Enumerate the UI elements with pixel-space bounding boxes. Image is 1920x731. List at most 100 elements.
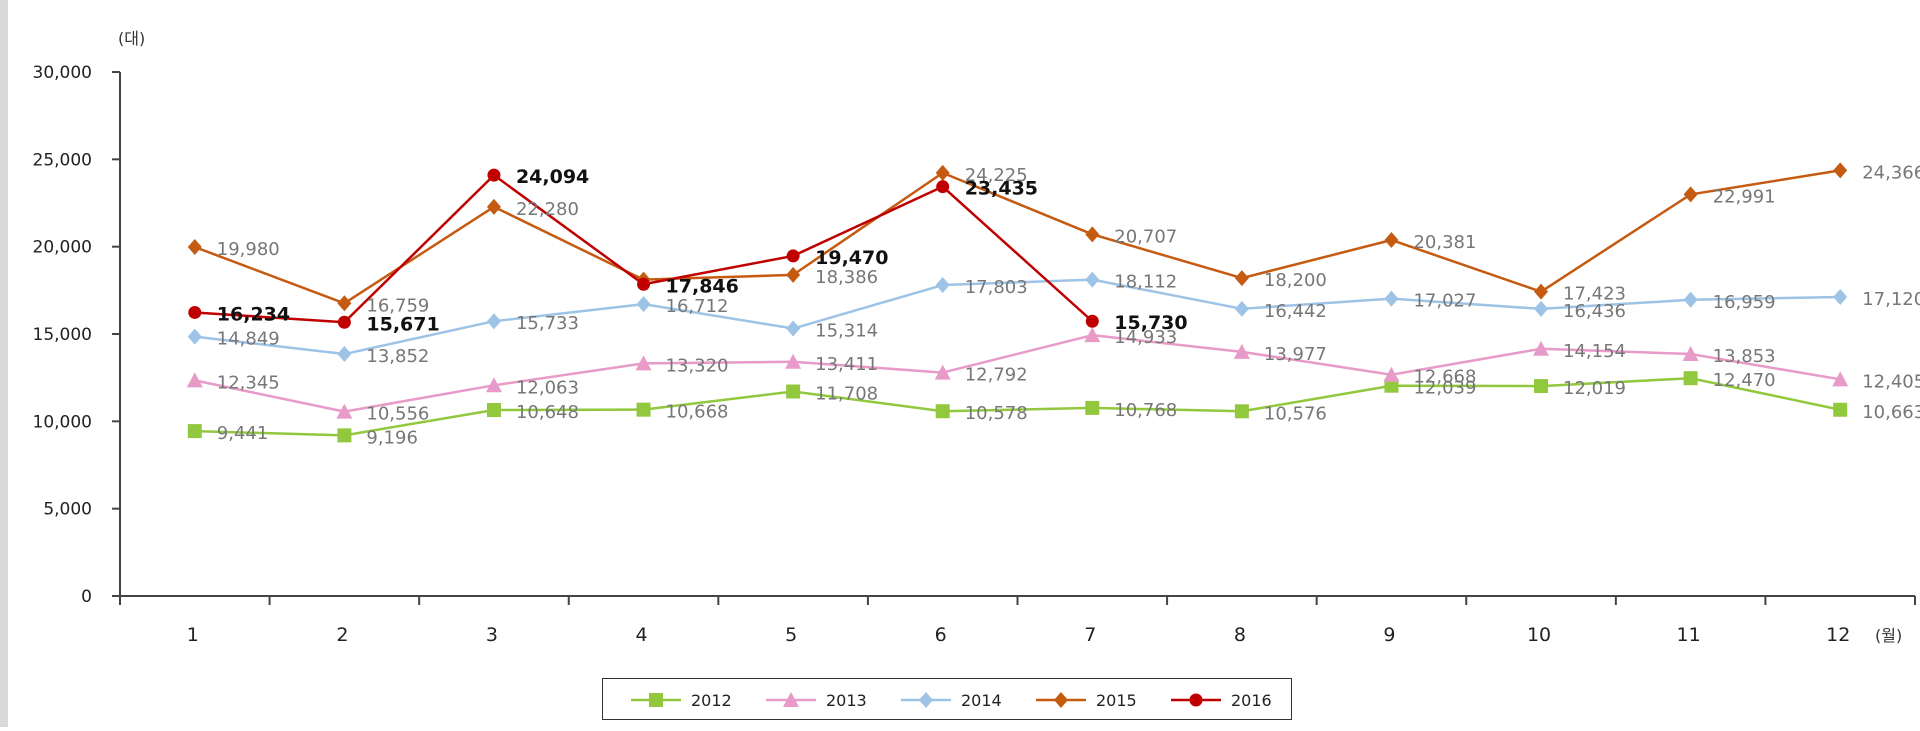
series-line-2013 <box>194 333 1841 413</box>
data-label-2014: 15,733 <box>516 313 579 334</box>
data-label-2014: 17,803 <box>965 277 1028 298</box>
data-label-2015: 24,366 <box>1862 162 1920 183</box>
data-label-2013: 12,668 <box>1413 367 1476 388</box>
data-label-2012: 9,441 <box>217 423 269 444</box>
data-label-2013: 14,154 <box>1563 341 1626 362</box>
legend-marker-2014 <box>919 692 933 708</box>
data-point-2012 <box>1085 400 1100 415</box>
data-point-2016 <box>936 180 950 194</box>
data-label-2015: 20,707 <box>1114 226 1177 247</box>
data-label-2014: 16,959 <box>1713 292 1776 313</box>
data-point-2015 <box>1534 283 1549 300</box>
data-point-2012 <box>1234 404 1249 419</box>
data-point-2013 <box>336 403 353 419</box>
data-label-2015: 20,381 <box>1413 232 1476 253</box>
data-point-2012 <box>187 424 202 439</box>
data-label-2012: 9,196 <box>366 427 418 448</box>
legend-canvas: 2012 2013 2014 2015 2016 <box>631 691 1272 710</box>
data-label-2016: 19,470 <box>815 247 888 269</box>
data-label-2013: 12,792 <box>965 365 1028 386</box>
data-point-2015 <box>1384 232 1399 249</box>
data-point-2013 <box>1533 340 1550 356</box>
y-tick-label: 30,000 <box>33 63 92 83</box>
data-point-2013 <box>934 364 951 380</box>
data-label-2013: 13,853 <box>1713 346 1776 367</box>
data-label-2014: 13,852 <box>366 346 429 367</box>
data-point-2016 <box>188 305 202 319</box>
data-point-2016 <box>337 315 351 329</box>
legend-marker-2012 <box>649 693 663 707</box>
x-tick-label: 12 <box>1826 624 1850 646</box>
data-label-2012: 12,019 <box>1563 378 1626 399</box>
data-point-2014 <box>1833 288 1848 305</box>
data-point-2014 <box>1085 271 1100 288</box>
data-point-2015 <box>486 198 501 215</box>
data-point-2014 <box>1683 291 1698 308</box>
data-point-2014 <box>1234 300 1249 317</box>
data-point-2013 <box>485 377 502 393</box>
x-tick-label: 2 <box>336 624 348 646</box>
x-tick-label: 6 <box>935 624 947 646</box>
data-point-2015 <box>1085 226 1100 243</box>
x-tick-label: 9 <box>1383 624 1395 646</box>
data-label-2016: 17,846 <box>666 275 739 297</box>
series-line-2014 <box>194 278 1841 356</box>
data-point-2012 <box>1683 371 1698 386</box>
series-lines <box>186 162 1849 443</box>
data-label-2012: 10,668 <box>666 402 729 423</box>
data-label-2016: 16,234 <box>217 303 290 325</box>
data-label-2013: 12,405 <box>1862 371 1920 392</box>
x-tick-label: 3 <box>486 624 498 646</box>
data-label-2015: 22,991 <box>1713 186 1776 207</box>
data-label-2016: 15,730 <box>1114 312 1187 334</box>
data-label-2013: 13,320 <box>666 355 729 376</box>
data-point-2013 <box>635 355 652 371</box>
data-point-2015 <box>786 266 801 283</box>
data-point-2013 <box>186 372 203 388</box>
data-label-2014: 16,436 <box>1563 301 1626 322</box>
data-label-2015: 22,280 <box>516 199 579 220</box>
data-label-2015: 16,759 <box>366 295 429 316</box>
data-label-2015: 19,980 <box>217 239 280 260</box>
y-tick-label: 15,000 <box>33 325 92 345</box>
data-label-2013: 12,345 <box>217 372 280 393</box>
x-tick-label: 4 <box>635 624 647 646</box>
data-label-2014: 17,027 <box>1413 291 1476 312</box>
data-point-2015 <box>1683 186 1698 203</box>
y-axis-unit: (대) <box>118 29 145 48</box>
legend-label-2012: 2012 <box>691 691 732 710</box>
data-label-2012: 11,708 <box>815 384 878 405</box>
window-left-edge <box>0 0 8 727</box>
data-label-2013: 13,411 <box>815 354 878 375</box>
series-line-2012 <box>194 376 1841 437</box>
data-point-2015 <box>187 239 202 256</box>
data-label-2016: 15,671 <box>366 313 439 335</box>
data-point-2014 <box>486 313 501 330</box>
data-point-2015 <box>1833 162 1848 179</box>
series-line-2015 <box>194 169 1841 305</box>
data-label-2015: 24,225 <box>965 165 1028 186</box>
data-point-2013 <box>785 353 802 369</box>
data-label-2014: 14,849 <box>217 329 280 350</box>
data-label-2013: 12,063 <box>516 377 579 398</box>
data-point-2013 <box>1383 366 1400 382</box>
data-label-2014: 16,712 <box>666 296 729 317</box>
data-label-2012: 12,039 <box>1413 378 1476 399</box>
data-label-2012: 12,470 <box>1713 370 1776 391</box>
data-label-2014: 18,112 <box>1114 272 1177 293</box>
legend-marker-2015 <box>1054 692 1068 708</box>
y-tick-label: 10,000 <box>33 412 92 432</box>
data-label-2012: 10,768 <box>1114 400 1177 421</box>
data-point-2016 <box>786 249 800 263</box>
data-point-2012 <box>1534 379 1549 394</box>
y-tick-label: 5,000 <box>43 500 92 520</box>
y-tick-label: 25,000 <box>33 150 92 170</box>
x-tick-label: 5 <box>785 624 797 646</box>
x-tick-label: 10 <box>1527 624 1551 646</box>
x-axis-unit: (월) <box>1875 626 1902 645</box>
data-point-2014 <box>636 296 651 313</box>
x-tick-label: 7 <box>1084 624 1096 646</box>
data-point-2012 <box>935 404 950 419</box>
y-tick-label: 20,000 <box>33 238 92 258</box>
